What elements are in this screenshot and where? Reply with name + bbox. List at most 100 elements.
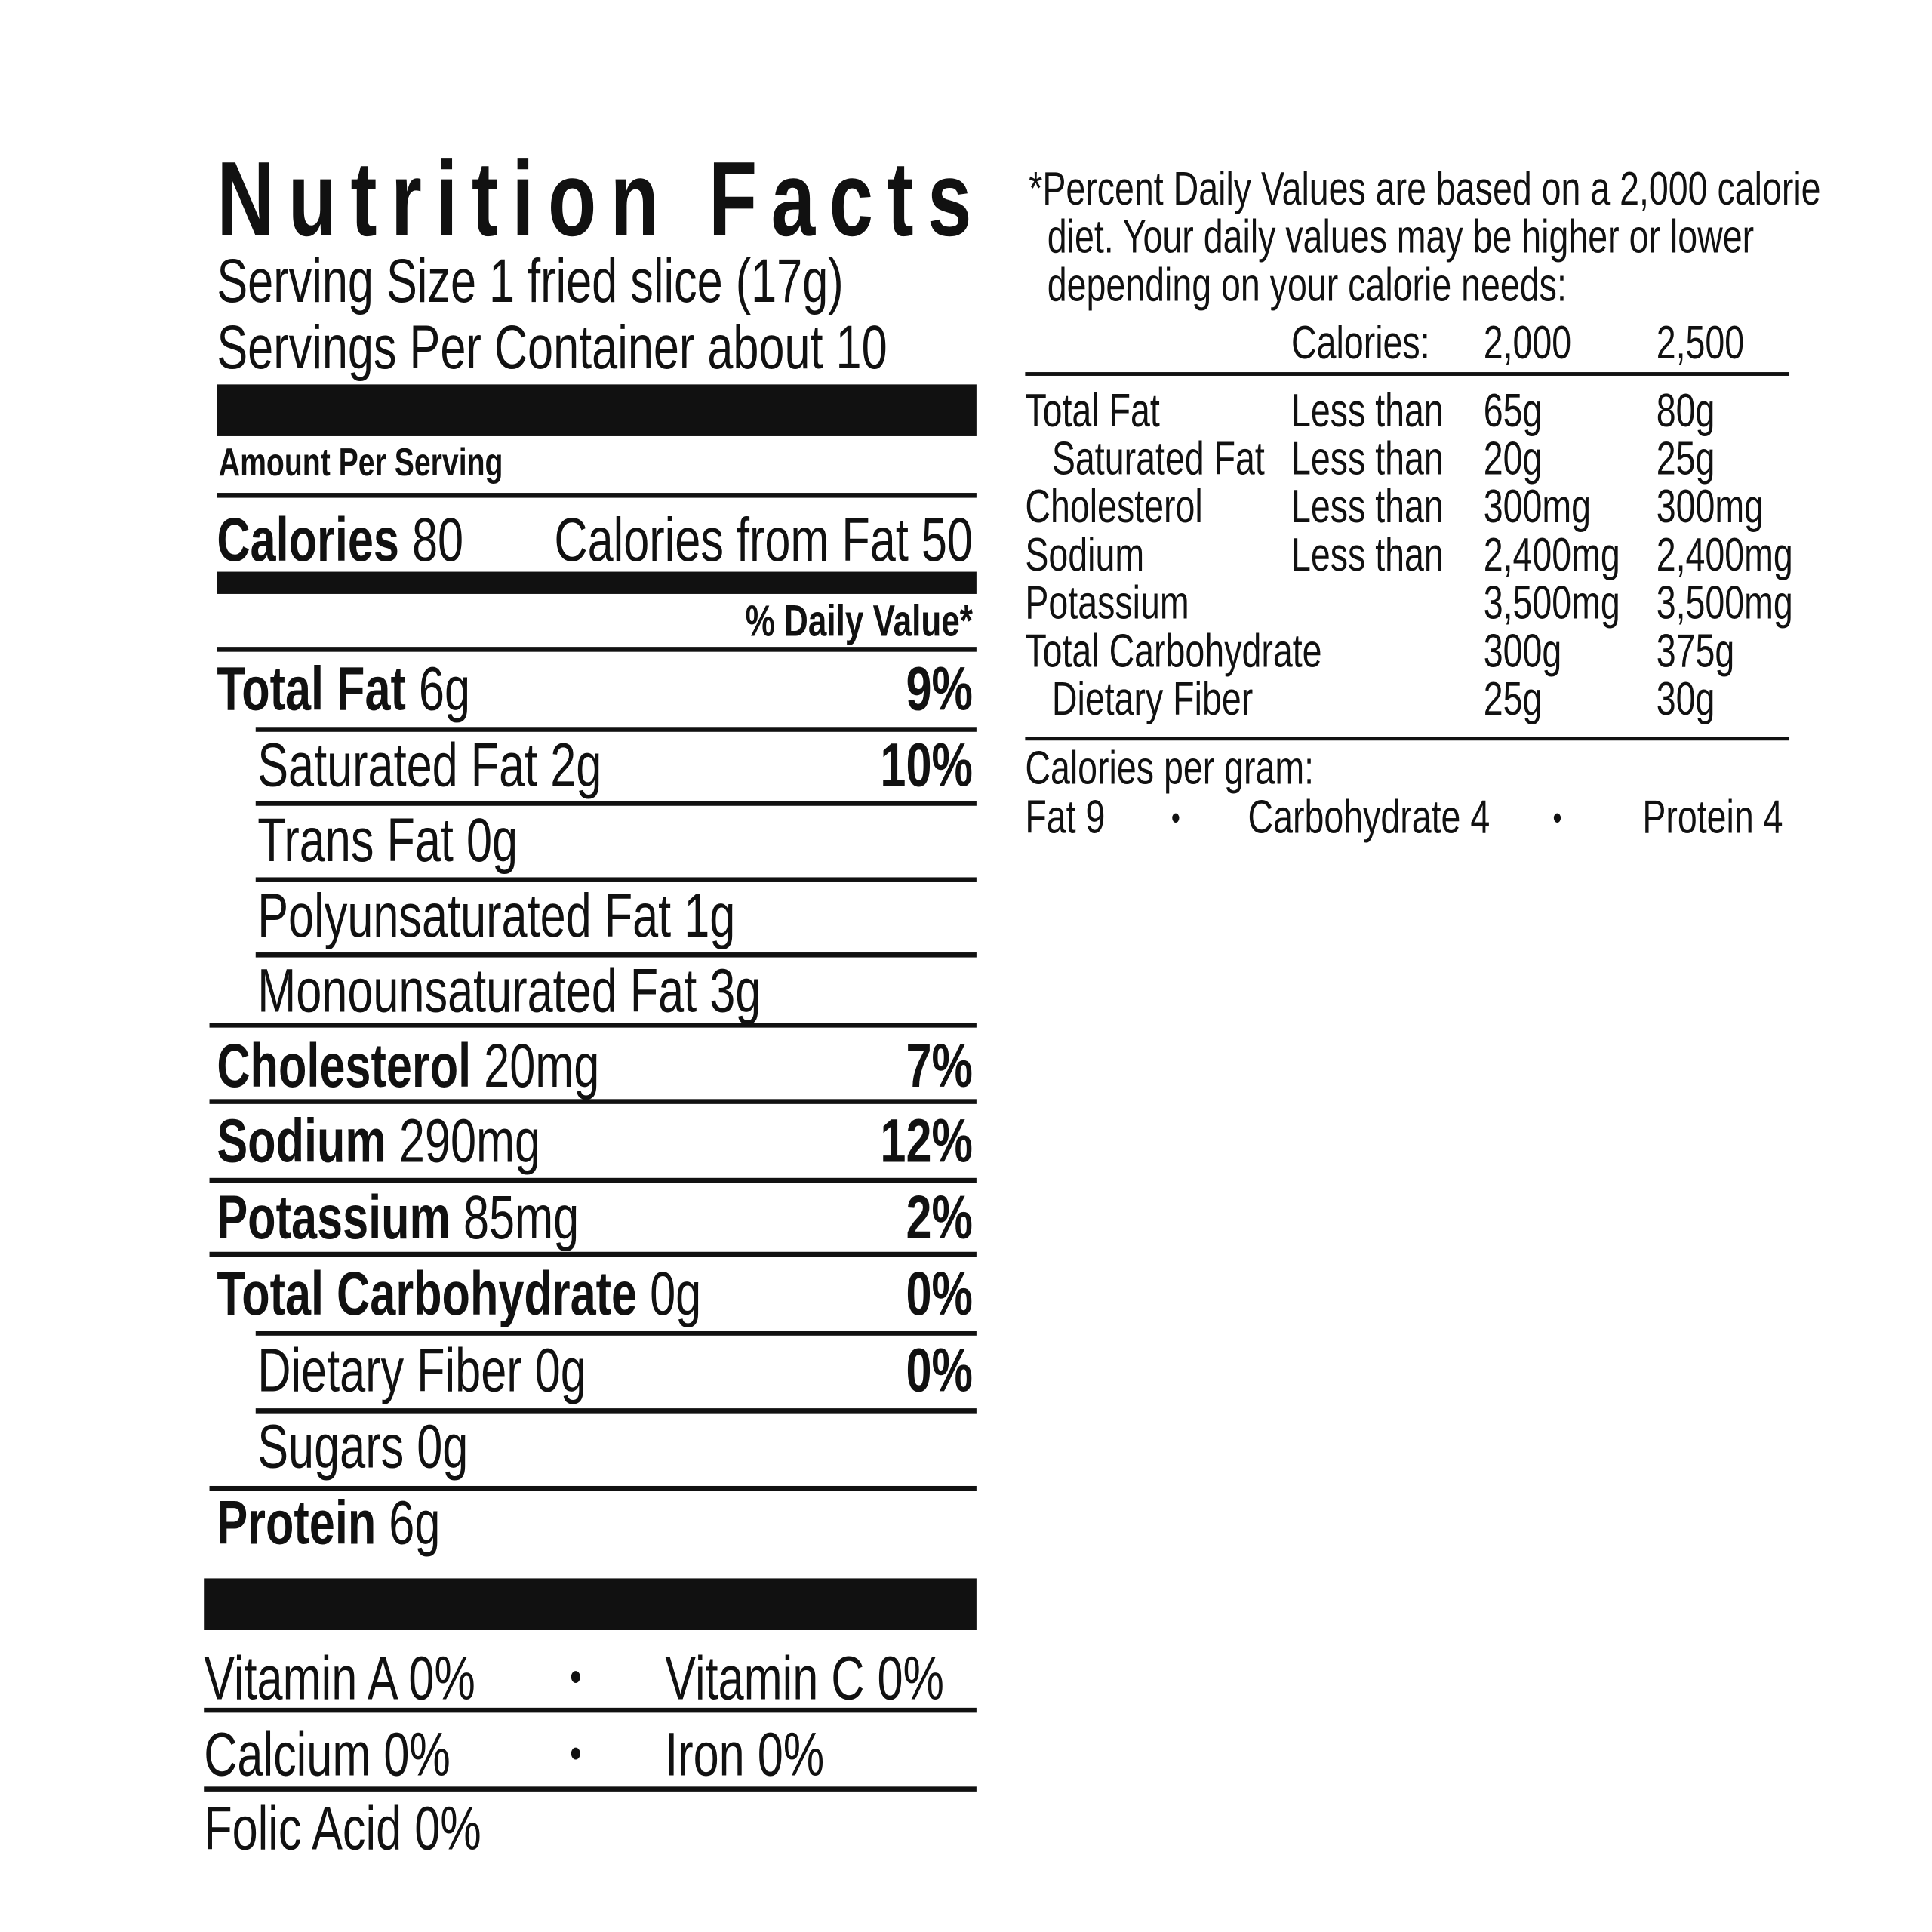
dv-table-nutrient: Sodium	[1025, 530, 1145, 582]
nutrient-name: Monounsaturated Fat	[257, 955, 697, 1026]
nutrient-name: Total Carbohydrate	[217, 1259, 638, 1328]
nutrient-amount: 1g	[684, 881, 736, 950]
nutrient-label: Dietary Fiber 0g	[257, 1334, 586, 1406]
dv-table-nutrient: Potassium	[1025, 577, 1189, 630]
dv-table-col2: 3,500mg	[1656, 577, 1793, 630]
nutrient-row: Polyunsaturated Fat 1g	[210, 880, 977, 952]
divider	[255, 952, 977, 958]
nutrient-amount: 0g	[466, 805, 518, 875]
dv-table-col1: 3,500mg	[1483, 577, 1620, 630]
servings-per-container: Servings Per Container about 10	[217, 312, 888, 383]
calories-2000-header: 2,000	[1483, 318, 1572, 370]
divider	[217, 493, 977, 498]
nutrient-row: Dietary Fiber 0g 0%	[210, 1334, 977, 1406]
nutrient-name: Sugars	[257, 1412, 405, 1481]
calcium: Calcium 0%	[204, 1720, 451, 1789]
nutrient-row: Potassium 85mg 2%	[210, 1182, 977, 1254]
amount-per-serving: Amount Per Serving	[218, 439, 503, 485]
label-title: Nutrition Facts	[217, 140, 986, 259]
daily-values-footnote: *Percent Daily Values are based on a 2,0…	[1025, 0, 1821, 1932]
divider	[204, 1707, 977, 1713]
nutrient-name: Trans Fat	[257, 805, 454, 875]
bullet-icon: •	[1552, 798, 1562, 837]
calories-2500-header: 2,500	[1656, 318, 1745, 370]
nutrient-label: Saturated Fat 2g	[257, 730, 601, 801]
nutrient-label: Sodium 290mg	[217, 1105, 540, 1177]
dv-table-col2: 25g	[1656, 433, 1715, 486]
divider	[1025, 372, 1790, 376]
nutrient-row: Sugars 0g	[210, 1411, 977, 1482]
divider	[255, 877, 977, 882]
calories-from-fat: Calories from Fat 50	[554, 505, 973, 574]
footnote-line: *Percent Daily Values are based on a 2,0…	[1029, 164, 1821, 216]
nutrient-amount: 2g	[550, 731, 602, 800]
nutrient-name: Polyunsaturated Fat	[257, 881, 672, 950]
vitamin-a: Vitamin A 0%	[204, 1643, 475, 1713]
dv-table-qualifier: Less than	[1291, 530, 1444, 582]
nutrient-label: Monounsaturated Fat 3g	[257, 955, 761, 1026]
divider	[204, 1786, 977, 1792]
nutrient-amount: 0g	[417, 1412, 469, 1481]
divider	[1025, 737, 1790, 741]
nutrient-row: Saturated Fat 2g 10%	[210, 730, 977, 801]
dv-table-nutrient: Dietary Fiber	[1051, 674, 1254, 726]
nutrient-row: Trans Fat 0g	[210, 804, 977, 876]
nutrient-amount: 6g	[418, 654, 471, 724]
dv-table-col1: 300g	[1483, 626, 1562, 678]
calories-per-gram-label: Calories per gram:	[1025, 743, 1315, 795]
nutrient-label: Cholesterol 20mg	[217, 1030, 599, 1102]
footnote-line: depending on your calorie needs:	[1047, 260, 1567, 312]
dv-table-qualifier: Less than	[1291, 481, 1444, 534]
footnote-line: diet. Your daily values may be higher or…	[1047, 211, 1755, 264]
dv-table-col2: 2,400mg	[1656, 530, 1793, 582]
nutrient-row: Sodium 290mg 12%	[210, 1105, 977, 1177]
nutrient-row: Monounsaturated Fat 3g	[210, 955, 977, 1026]
nutrient-label: Trans Fat 0g	[257, 804, 518, 876]
divider	[255, 727, 977, 732]
divider	[209, 1099, 977, 1104]
nutrient-label: Polyunsaturated Fat 1g	[257, 880, 735, 952]
daily-value-percent: 12%	[880, 1106, 973, 1176]
vitamin-c: Vitamin C 0%	[665, 1643, 944, 1713]
dv-table-col1: 2,400mg	[1483, 530, 1620, 582]
thick-divider	[204, 1578, 977, 1630]
daily-value-percent: 10%	[880, 731, 973, 800]
nutrient-name: Protein	[217, 1488, 377, 1558]
nutrient-name: Dietary Fiber	[257, 1335, 522, 1405]
daily-value-percent: 9%	[906, 654, 973, 724]
dv-table-nutrient: Saturated Fat	[1051, 433, 1265, 486]
folic-acid: Folic Acid 0%	[204, 1794, 481, 1863]
divider	[209, 1023, 977, 1028]
nutrient-label: Total Carbohydrate 0g	[217, 1258, 701, 1330]
nutrition-facts-panel: Nutrition Facts Serving Size 1 fried sli…	[204, 0, 977, 1932]
divider	[209, 1177, 977, 1183]
dv-table-col1: 25g	[1483, 674, 1543, 726]
nutrient-amount: 290mg	[398, 1106, 541, 1176]
bullet-icon: •	[1171, 798, 1180, 837]
nutrient-name: Potassium	[217, 1183, 451, 1252]
nutrient-label: Total Fat 6g	[217, 653, 470, 724]
daily-value-percent: 7%	[906, 1031, 973, 1100]
daily-value-header: % Daily Value*	[745, 595, 973, 646]
nutrient-name: Saturated Fat	[257, 731, 538, 800]
protein-calories: Protein 4	[1642, 792, 1783, 844]
divider	[217, 647, 977, 652]
nutrient-name: Sodium	[217, 1106, 386, 1176]
calories-row: Calories 80	[217, 505, 463, 574]
fat-calories: Fat 9	[1025, 792, 1106, 844]
nutrient-amount: 0g	[650, 1259, 702, 1328]
daily-value-percent: 2%	[906, 1183, 973, 1252]
medium-divider	[217, 571, 977, 594]
dv-table-qualifier: Less than	[1291, 433, 1444, 486]
dv-table-nutrient: Total Carbohydrate	[1025, 626, 1322, 678]
calories-value: 80	[412, 505, 464, 574]
dv-table-col2: 300mg	[1656, 481, 1764, 534]
divider	[255, 801, 977, 806]
dv-table-col2: 375g	[1656, 626, 1735, 678]
nutrient-name: Total Fat	[217, 654, 406, 724]
daily-value-percent: 0%	[906, 1259, 973, 1328]
thick-divider	[217, 384, 977, 436]
bullet-icon: •	[570, 1651, 582, 1702]
calories-header-label: Calories:	[1291, 318, 1430, 370]
